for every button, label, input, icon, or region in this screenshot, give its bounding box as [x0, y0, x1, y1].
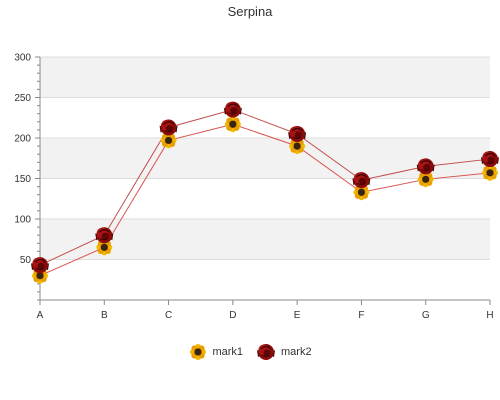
x-tick-label: B: [101, 310, 108, 321]
data-point-mark1[interactable]: [224, 116, 241, 133]
x-tick-label: G: [422, 310, 430, 321]
grid-band: [40, 138, 490, 179]
red-rose-icon: [256, 343, 276, 361]
x-tick-label: E: [294, 310, 301, 321]
x-tick-label: H: [486, 310, 493, 321]
x-tick-label: C: [165, 310, 172, 321]
y-tick-label: 150: [14, 174, 31, 185]
data-point-mark2[interactable]: [158, 118, 179, 137]
legend-label-mark2: mark2: [281, 346, 312, 358]
y-tick-label: 200: [14, 134, 31, 145]
y-tick-label: 250: [14, 93, 31, 104]
chart-title: Serpina: [227, 4, 273, 19]
y-tick-label: 100: [14, 215, 31, 226]
x-tick-label: A: [37, 310, 44, 321]
series-line-mark2: [39, 109, 491, 266]
data-point-mark1[interactable]: [482, 164, 498, 181]
legend-item-mark1[interactable]: mark1: [188, 342, 243, 362]
x-tick-label: F: [358, 310, 364, 321]
sunflower-icon: [190, 344, 207, 360]
grid-band: [40, 57, 490, 98]
series-line-mark1: [39, 123, 491, 277]
legend: mark1 mark2: [0, 341, 500, 363]
y-tick-label: 300: [14, 53, 31, 64]
x-tick-label: D: [229, 310, 236, 321]
legend-item-mark2[interactable]: mark2: [255, 341, 312, 363]
grid-band: [40, 219, 490, 260]
data-point-mark2[interactable]: [223, 101, 243, 119]
y-tick-label: 50: [20, 255, 32, 266]
legend-label-mark1: mark1: [212, 346, 243, 358]
